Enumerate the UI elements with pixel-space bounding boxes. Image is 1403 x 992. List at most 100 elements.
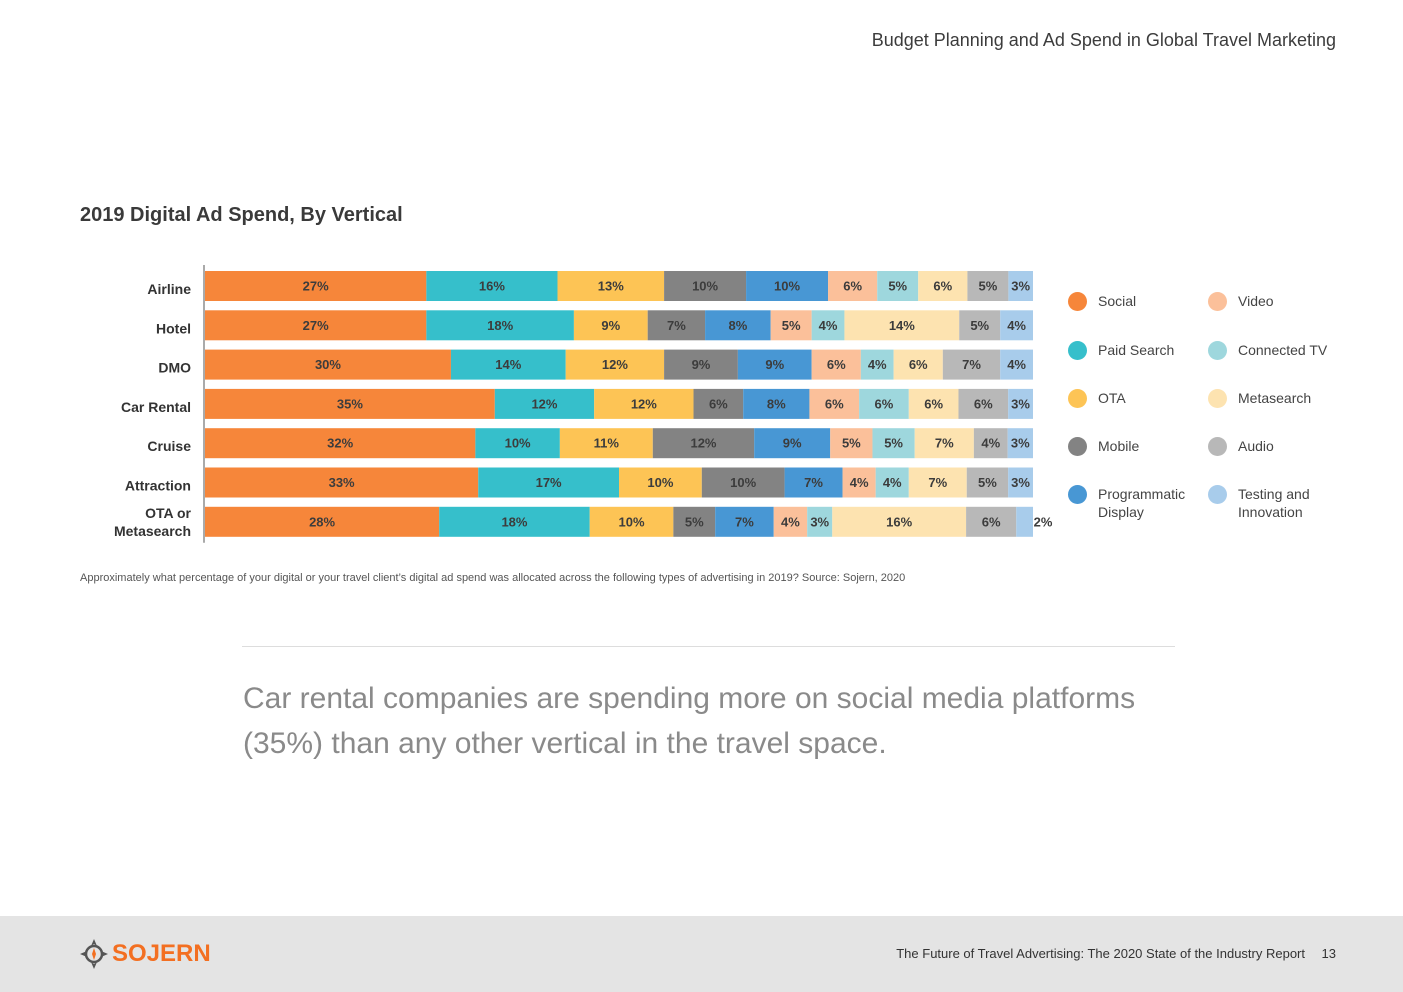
data-label: 12% — [602, 357, 628, 372]
bar-segment — [701, 467, 785, 498]
legend-item: Mobile — [1068, 433, 1210, 456]
legend-label: Programmatic Display — [1098, 486, 1186, 520]
data-label: 6% — [982, 514, 1001, 529]
bar-segment — [205, 428, 476, 459]
chart-title: 2019 Digital Ad Spend, By Vertical — [80, 204, 403, 226]
data-label: 16% — [886, 514, 912, 529]
data-label: 6% — [909, 357, 928, 372]
data-label: 14% — [889, 318, 915, 333]
bar-segment — [673, 506, 716, 537]
data-label: 6% — [933, 279, 952, 294]
bar-segment — [589, 506, 674, 537]
legend-label: Social — [1098, 293, 1137, 309]
page-number: 13 — [1321, 946, 1336, 961]
bar-segment — [1000, 310, 1033, 341]
legend-label: Mobile — [1098, 438, 1140, 454]
sojern-logo: SOJERN — [80, 938, 211, 970]
bar-segment — [784, 467, 843, 498]
data-label: 9% — [692, 357, 711, 372]
data-label: 8% — [728, 318, 747, 333]
data-label: 10% — [730, 475, 756, 490]
data-label: 6% — [843, 279, 862, 294]
bar-segment — [205, 349, 451, 380]
data-label: 5% — [842, 436, 861, 451]
bar-segment — [205, 388, 495, 419]
bar-segment — [693, 388, 744, 419]
legend-swatch — [1068, 341, 1087, 360]
bar-segment — [773, 506, 808, 537]
data-label: 27% — [303, 279, 329, 294]
bar-segment — [973, 428, 1008, 459]
data-label: 6% — [709, 396, 728, 411]
bar-segment — [205, 271, 427, 301]
bar-segment — [705, 310, 771, 341]
data-label: 7% — [735, 514, 754, 529]
bar-segment — [918, 271, 968, 301]
bar-segment — [967, 271, 1009, 301]
bar-segment — [475, 428, 560, 459]
bar-segment — [811, 349, 861, 380]
bar-segment — [958, 388, 1009, 419]
bar-segment — [908, 467, 967, 498]
bar-segment — [770, 310, 812, 341]
bar-segment — [478, 467, 619, 498]
bar-segment — [1008, 271, 1033, 301]
bar-segment — [737, 349, 812, 380]
data-label: 18% — [501, 514, 527, 529]
data-label: 4% — [1007, 357, 1026, 372]
legend-swatch — [1208, 485, 1227, 504]
bar-segment — [966, 506, 1017, 537]
category-label: Car Rental — [121, 399, 191, 415]
legend-item: Programmatic Display — [1068, 481, 1210, 521]
data-label: 6% — [827, 357, 846, 372]
bar-segment — [664, 271, 747, 301]
bar-segment — [715, 506, 774, 537]
data-label: 3% — [1011, 475, 1030, 490]
legend-label: Testing and Innovation — [1238, 486, 1310, 520]
compass-logo-icon — [80, 939, 108, 969]
data-label: 4% — [868, 357, 887, 372]
stacked-bar-chart: 27% 16% 13% 10% 10% 6% 5% 6% 5% 3% Airline 27% 18% 9%… — [114, 265, 1053, 543]
data-label: 4% — [819, 318, 838, 333]
bar-segment — [914, 428, 974, 459]
category-label: Attraction — [125, 478, 191, 494]
legend-swatch — [1068, 485, 1087, 504]
data-label: 4% — [781, 514, 800, 529]
bar-segment — [619, 467, 702, 498]
bar-segment — [807, 506, 833, 537]
bar-segment — [811, 310, 845, 341]
data-label: 6% — [875, 396, 894, 411]
legend-label: OTA — [1098, 390, 1126, 406]
bar-segment — [573, 310, 648, 341]
data-label: 3% — [1011, 436, 1030, 451]
bar-segment — [205, 506, 440, 537]
data-label: 12% — [631, 396, 657, 411]
bar-segment — [872, 428, 915, 459]
data-label: 12% — [531, 396, 557, 411]
bar-segment — [877, 271, 919, 301]
legend-label: Paid Search — [1098, 342, 1175, 358]
bar-segment — [205, 310, 427, 341]
data-label: 7% — [928, 475, 947, 490]
bar-segment — [860, 349, 894, 380]
bar-segment — [1008, 388, 1033, 419]
bar-segment — [743, 388, 810, 419]
bar-segment — [830, 428, 873, 459]
bar-segment — [559, 428, 653, 459]
legend-item: Video — [1208, 288, 1350, 311]
category-label: Cruise — [147, 438, 191, 454]
bar-segment — [1008, 467, 1033, 498]
data-label: 33% — [329, 475, 355, 490]
data-label: 7% — [935, 436, 954, 451]
chart-footnote: Approximately what percentage of your di… — [80, 572, 906, 584]
data-label: 5% — [978, 475, 997, 490]
data-label: 5% — [888, 279, 907, 294]
data-label: 9% — [765, 357, 784, 372]
bar-segment — [664, 349, 738, 380]
data-label: 12% — [690, 436, 716, 451]
footer-bar — [0, 916, 1403, 992]
data-label: 13% — [598, 279, 624, 294]
legend-swatch — [1068, 292, 1087, 311]
bar-segment — [1000, 349, 1033, 380]
bar-segment — [809, 388, 860, 419]
